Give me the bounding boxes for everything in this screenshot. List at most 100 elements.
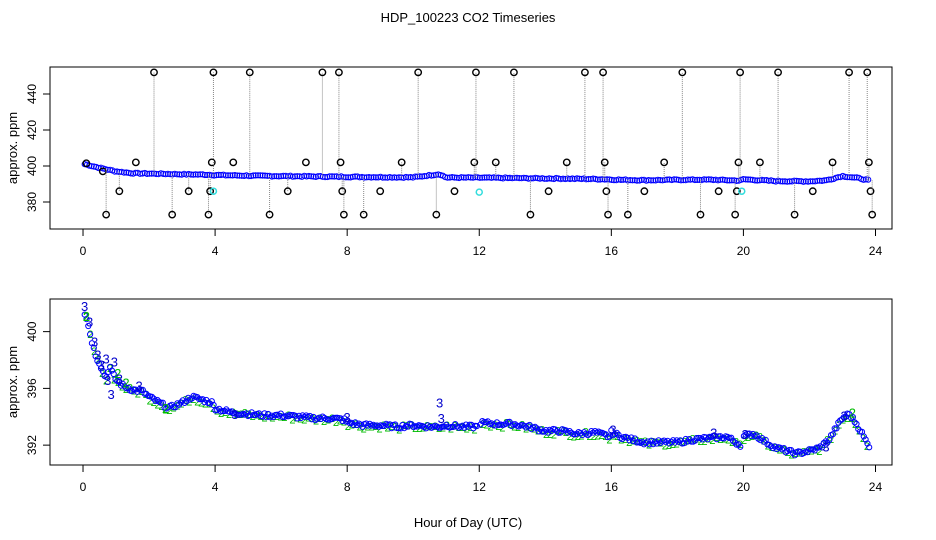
avg-marker-2: 2 <box>91 346 97 358</box>
avg-annotation-label: 3 <box>436 396 443 411</box>
raw-co2-point <box>139 170 146 177</box>
averaged-co2-point <box>397 425 404 432</box>
raw-co2-point <box>171 170 178 177</box>
averaged-co2-point <box>532 423 539 430</box>
p0-x-tick-label: 16 <box>605 244 619 258</box>
raw-co2-point <box>751 177 759 184</box>
averaged-co2-point <box>553 428 561 435</box>
raw-co2-point <box>497 174 504 182</box>
raw-co2-point <box>310 173 317 180</box>
flagged-co2-point <box>868 210 877 219</box>
averaged-co2-point <box>541 428 548 435</box>
raw-co2-point <box>391 174 398 181</box>
raw-co2-point <box>525 175 532 182</box>
p0-x-tick-label: 20 <box>737 244 751 258</box>
averaged-co2-point <box>728 434 735 441</box>
raw-co2-point <box>389 174 396 181</box>
avg-marker-2: 2 <box>95 355 101 367</box>
raw-co2-point <box>201 171 208 179</box>
raw-co2-point <box>587 176 595 183</box>
raw-co2-point <box>620 176 627 183</box>
raw-co2-point <box>770 177 777 185</box>
raw-co2-point <box>617 176 625 183</box>
avg-marker-2: 2 <box>166 405 172 417</box>
averaged-co2-point <box>833 425 840 432</box>
averaged-co2-point <box>573 430 580 437</box>
p0-y-tick-label: 380 <box>25 192 39 212</box>
p1-x-tick-label: 8 <box>344 480 351 494</box>
raw-co2-point <box>315 173 322 180</box>
raw-co2-point <box>842 173 849 180</box>
raw-co2-point <box>241 172 248 179</box>
averaged-co2-point <box>174 400 181 407</box>
flagged-co2-point <box>602 187 611 196</box>
flagged-co2-point <box>229 158 238 167</box>
averaged-co2-point <box>481 419 488 426</box>
flagged-co2-point <box>734 158 743 167</box>
raw-co2-point <box>634 177 641 184</box>
avg-marker-2: 2 <box>111 375 117 387</box>
raw-co2-point <box>673 176 680 183</box>
raw-co2-point <box>800 178 807 185</box>
flagged-co2-point <box>302 158 310 167</box>
avg-marker-2: 2 <box>571 431 577 443</box>
raw-co2-point <box>802 178 809 185</box>
avg-marker-2: 2 <box>123 384 129 396</box>
top-panel-frame <box>49 66 893 230</box>
flagged-co2-point <box>526 210 535 219</box>
flagged-co2-point <box>640 187 649 196</box>
flagged-co2-point <box>678 68 687 77</box>
raw-co2-point <box>326 173 333 180</box>
raw-co2-point <box>305 172 312 180</box>
flagged-co2-point <box>491 158 500 167</box>
avg-annotation-label: 3 <box>344 410 351 425</box>
raw-co2-point <box>597 176 604 183</box>
raw-co2-point <box>708 176 715 183</box>
raw-co2-point <box>227 172 234 179</box>
raw-co2-point <box>245 173 252 180</box>
raw-co2-point <box>816 177 823 184</box>
raw-co2-point <box>809 178 816 185</box>
averaged-co2-point <box>606 433 613 440</box>
averaged-co2-point <box>157 399 164 406</box>
flagged-co2-point <box>731 210 740 219</box>
raw-co2-point <box>823 177 830 184</box>
averaged-co2-point <box>688 438 695 445</box>
p0-x-tick-label: 0 <box>80 244 87 258</box>
raw-co2-point <box>608 176 615 183</box>
flagged-co2-point <box>245 68 254 77</box>
raw-co2-point <box>821 177 828 184</box>
avg-marker-2: 2 <box>737 439 743 451</box>
flagged-co2-point <box>207 158 216 167</box>
avg-annotation-label: 3 <box>91 335 98 350</box>
avg-annotation-label: 2 <box>162 401 169 416</box>
raw-co2-point <box>167 171 174 178</box>
flagged-co2-point <box>472 68 480 77</box>
raw-co2-point <box>506 174 514 181</box>
calibration-point <box>209 187 218 195</box>
raw-co2-point <box>467 174 474 181</box>
flagged-co2-point <box>866 187 875 196</box>
raw-co2-point <box>606 176 613 183</box>
raw-co2-point <box>458 174 465 181</box>
avg-annotation-label: 3 <box>104 373 111 388</box>
avg-marker-2: 2 <box>598 430 604 442</box>
raw-co2-point <box>213 172 220 179</box>
avg-marker-2: 2 <box>590 431 596 443</box>
raw-co2-point <box>677 177 685 184</box>
raw-co2-point <box>229 172 236 179</box>
raw-co2-point <box>349 173 356 180</box>
avg-marker-2: 2 <box>804 446 810 458</box>
averaged-co2-point <box>737 443 744 450</box>
flagged-co2-point <box>184 187 193 196</box>
flagged-co2-point <box>397 158 406 167</box>
averaged-co2-point <box>108 367 116 374</box>
raw-co2-point <box>393 174 400 181</box>
avg-marker-2: 2 <box>432 421 438 433</box>
raw-co2-point <box>328 173 336 180</box>
flagged-co2-point <box>581 68 589 77</box>
averaged-co2-point <box>139 386 146 393</box>
raw-co2-point <box>638 176 645 183</box>
avg-marker-2: 2 <box>551 429 557 441</box>
raw-co2-point <box>174 171 181 178</box>
